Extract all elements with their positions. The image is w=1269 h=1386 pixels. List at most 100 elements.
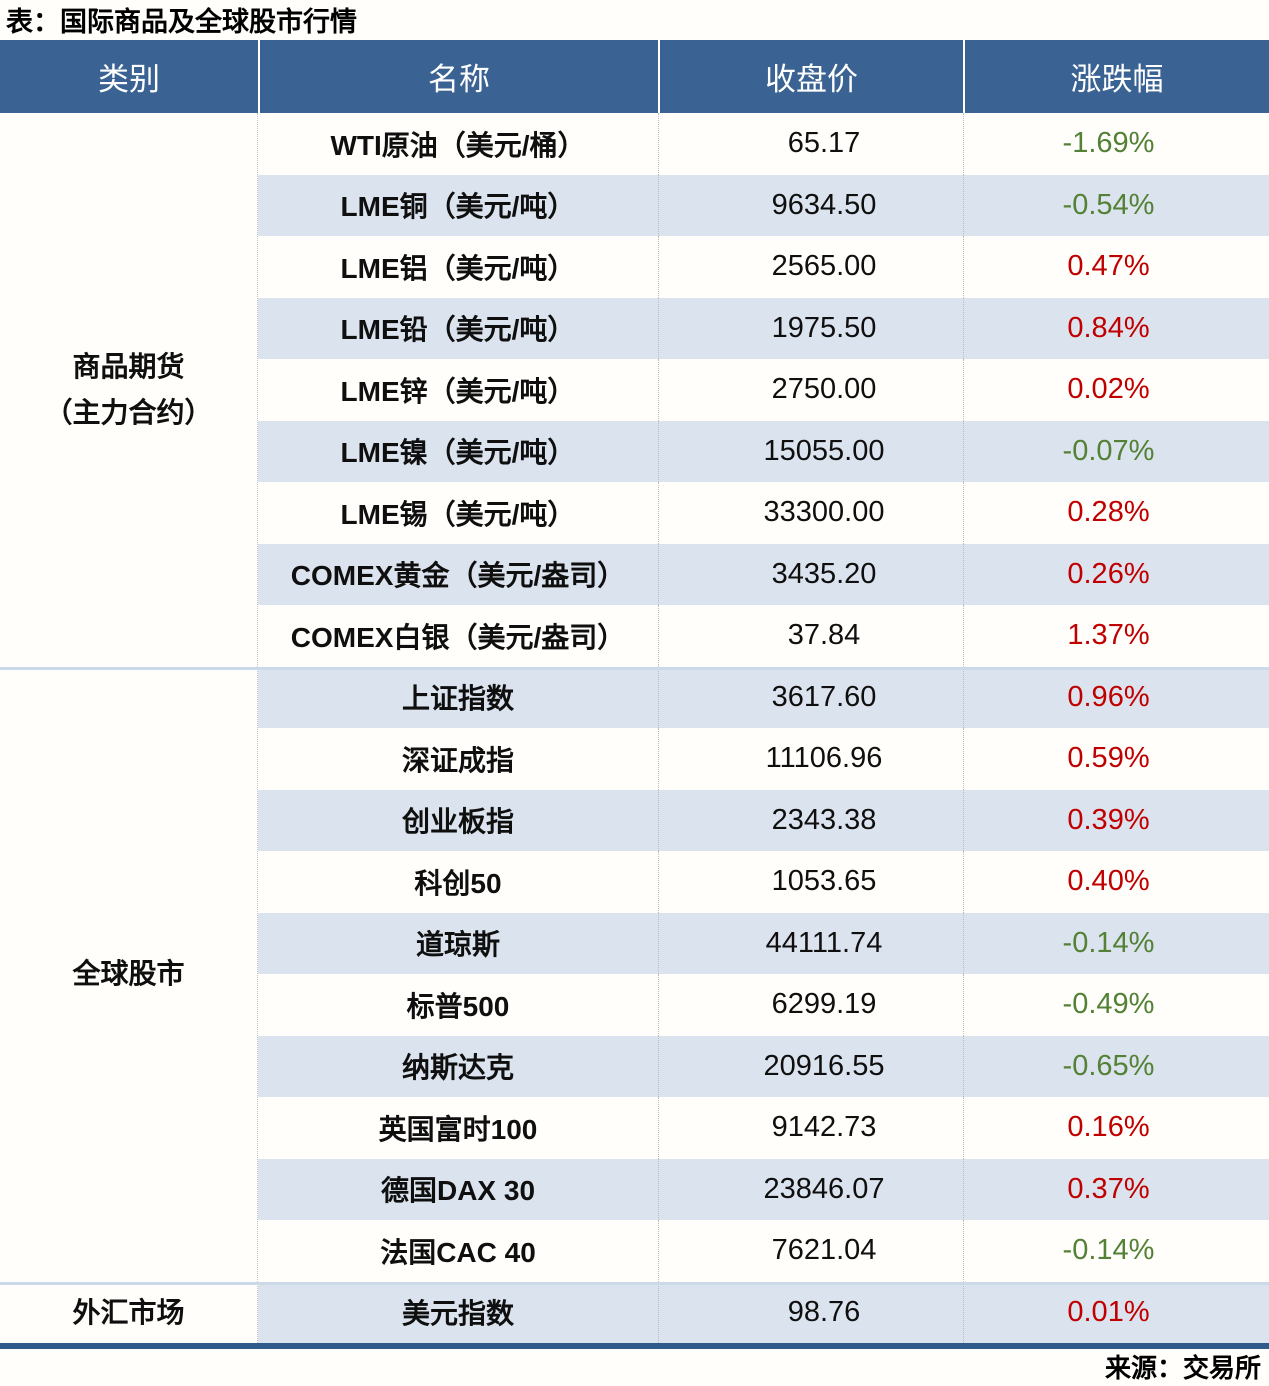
category-label-line2: （主力合约） [44, 396, 213, 428]
table-row: 德国DAX 30 23846.07 0.37% [258, 1158, 1269, 1220]
name-cell: 创业板指 [401, 806, 514, 838]
close-price-cell: 6299.19 [658, 974, 963, 1036]
change-percent-cell: -0.54% [963, 174, 1269, 236]
header-category: 类别 [98, 62, 160, 97]
table-row: 标普500 6299.19 -0.49% [258, 974, 1269, 1036]
table-row: 深证成指 11106.96 0.59% [258, 728, 1269, 790]
table-title: 表：国际商品及全球股市行情 [6, 7, 357, 37]
table-row: 创业板指 2343.38 0.39% [258, 789, 1269, 851]
name-cell: 纳斯达克 [401, 1052, 514, 1084]
change-percent-cell: 0.47% [963, 236, 1269, 298]
close-price-cell: 9142.73 [658, 1097, 963, 1159]
change-percent-cell: 0.26% [963, 543, 1269, 605]
table-header-row: 类别 名称 收盘价 涨跌幅 [0, 40, 1269, 113]
name-cell: COMEX黄金（美元/盎司） [290, 560, 626, 592]
table-row: 科创50 1053.65 0.40% [258, 851, 1269, 913]
close-price-cell: 98.76 [658, 1281, 963, 1343]
close-price-cell: 65.17 [658, 113, 963, 175]
change-percent-cell: 0.96% [963, 666, 1269, 728]
close-price-cell: 33300.00 [658, 482, 963, 544]
change-percent-cell: -0.49% [963, 974, 1269, 1036]
table-row: 纳斯达克 20916.55 -0.65% [258, 1035, 1269, 1097]
table-row: WTI原油（美元/桶） 65.17 -1.69% [258, 113, 1269, 175]
name-cell: LME铝（美元/吨） [340, 252, 576, 284]
name-cell: 英国富时100 [378, 1113, 538, 1145]
close-price-cell: 44111.74 [658, 912, 963, 974]
change-percent-cell: -0.14% [963, 912, 1269, 974]
change-percent-cell: 0.84% [963, 297, 1269, 359]
change-percent-cell: -0.07% [963, 420, 1269, 482]
name-cell: 上证指数 [401, 683, 514, 715]
change-percent-cell: 0.40% [963, 851, 1269, 913]
close-price-cell: 3435.20 [658, 543, 963, 605]
table-row: LME铅（美元/吨） 1975.50 0.84% [258, 297, 1269, 359]
name-cell: 科创50 [414, 867, 502, 899]
close-price-cell: 23846.07 [658, 1158, 963, 1220]
name-cell: 道琼斯 [415, 929, 500, 961]
group-rows: WTI原油（美元/桶） 65.17 -1.69% LME铜（美元/吨） 9634.50-… [258, 113, 1269, 667]
category-cell: 全球股市 [0, 666, 258, 1282]
name-cell: WTI原油（美元/桶） [330, 129, 586, 161]
change-percent-cell: -0.14% [963, 1220, 1269, 1282]
category-cell: 外汇市场 [0, 1281, 258, 1343]
table-row: COMEX黄金（美元/盎司） 3435.20 0.26% [258, 543, 1269, 605]
change-percent-cell: 0.59% [963, 728, 1269, 790]
change-percent-cell: 0.39% [963, 789, 1269, 851]
source-note: 来源：交易所 [1104, 1353, 1261, 1383]
close-price-cell: 9634.50 [658, 174, 963, 236]
close-price-cell: 2343.38 [658, 789, 963, 851]
change-percent-cell: 0.01% [963, 1281, 1269, 1343]
table-row: 上证指数 3617.60 0.96% [258, 666, 1269, 728]
name-cell: 深证成指 [401, 744, 514, 776]
change-percent-cell: 0.16% [963, 1097, 1269, 1159]
name-cell: LME锌（美元/吨） [340, 375, 576, 407]
category-group: 全球股市 上证指数 3617.60 0.96% 深证成指 11106.96 0.59% 创业板… [0, 666, 1269, 1282]
close-price-cell: 37.84 [658, 605, 963, 667]
market-table: 类别 名称 收盘价 涨跌幅 商品期货 （主力合约） WTI原油（美元/桶） 65.17… [0, 40, 1269, 1349]
name-cell: COMEX白银（美元/盎司） [290, 621, 626, 653]
table-row: LME铜（美元/吨） 9634.50 -0.54% [258, 174, 1269, 236]
close-price-cell: 2750.00 [658, 359, 963, 421]
header-change: 涨跌幅 [963, 40, 1269, 113]
category-label: 全球股市 [72, 958, 185, 990]
category-label: 外汇市场 [72, 1296, 185, 1328]
table-body: 商品期货 （主力合约） WTI原油（美元/桶） 65.17 -1.69% LME铜（美元/… [0, 113, 1269, 1343]
group-rows: 美元指数 98.76 0.01% [258, 1281, 1269, 1343]
name-cell: 德国DAX 30 [380, 1175, 536, 1207]
change-percent-cell: -1.69% [963, 113, 1269, 175]
close-price-cell: 3617.60 [658, 666, 963, 728]
change-percent-cell: -0.65% [963, 1035, 1269, 1097]
name-cell: LME镍（美元/吨） [340, 437, 576, 469]
change-percent-cell: 1.37% [963, 605, 1269, 667]
table-row: COMEX白银（美元/盎司） 37.84 1.37% [258, 605, 1269, 667]
table-row: LME镍（美元/吨） 15055.00 -0.07% [258, 420, 1269, 482]
close-price-cell: 7621.04 [658, 1220, 963, 1282]
name-cell: 标普500 [406, 990, 510, 1022]
name-cell: 美元指数 [401, 1298, 514, 1330]
name-cell: LME铅（美元/吨） [340, 314, 576, 346]
table-row: 法国CAC 40 7621.04 -0.14% [258, 1220, 1269, 1282]
close-price-cell: 15055.00 [658, 420, 963, 482]
table-row: 英国富时100 9142.73 0.16% [258, 1097, 1269, 1159]
table-row: LME锌（美元/吨） 2750.00 0.02% [258, 359, 1269, 421]
group-rows: 上证指数 3617.60 0.96% 深证成指 11106.96 0.59% 创业板指 234… [258, 666, 1269, 1282]
name-cell: LME锡（美元/吨） [340, 498, 576, 530]
close-price-cell: 20916.55 [658, 1035, 963, 1097]
table-bottom-border [0, 1343, 1269, 1349]
table-row: 道琼斯 44111.74 -0.14% [258, 912, 1269, 974]
change-percent-cell: 0.02% [963, 359, 1269, 421]
name-cell: LME铜（美元/吨） [340, 191, 576, 223]
table-row: 美元指数 98.76 0.01% [258, 1281, 1269, 1343]
change-percent-cell: 0.28% [963, 482, 1269, 544]
category-group: 外汇市场 美元指数 98.76 0.01% [0, 1281, 1269, 1343]
close-price-cell: 2565.00 [658, 236, 963, 298]
table-row: LME铝（美元/吨） 2565.00 0.47% [258, 236, 1269, 298]
table-row: LME锡（美元/吨） 33300.00 0.28% [258, 482, 1269, 544]
close-price-cell: 1053.65 [658, 851, 963, 913]
close-price-cell: 1975.50 [658, 297, 963, 359]
category-label: 商品期货 [72, 351, 185, 383]
category-group: 商品期货 （主力合约） WTI原油（美元/桶） 65.17 -1.69% LME铜（美元/… [0, 113, 1269, 667]
header-close: 收盘价 [658, 40, 963, 113]
change-percent-cell: 0.37% [963, 1158, 1269, 1220]
